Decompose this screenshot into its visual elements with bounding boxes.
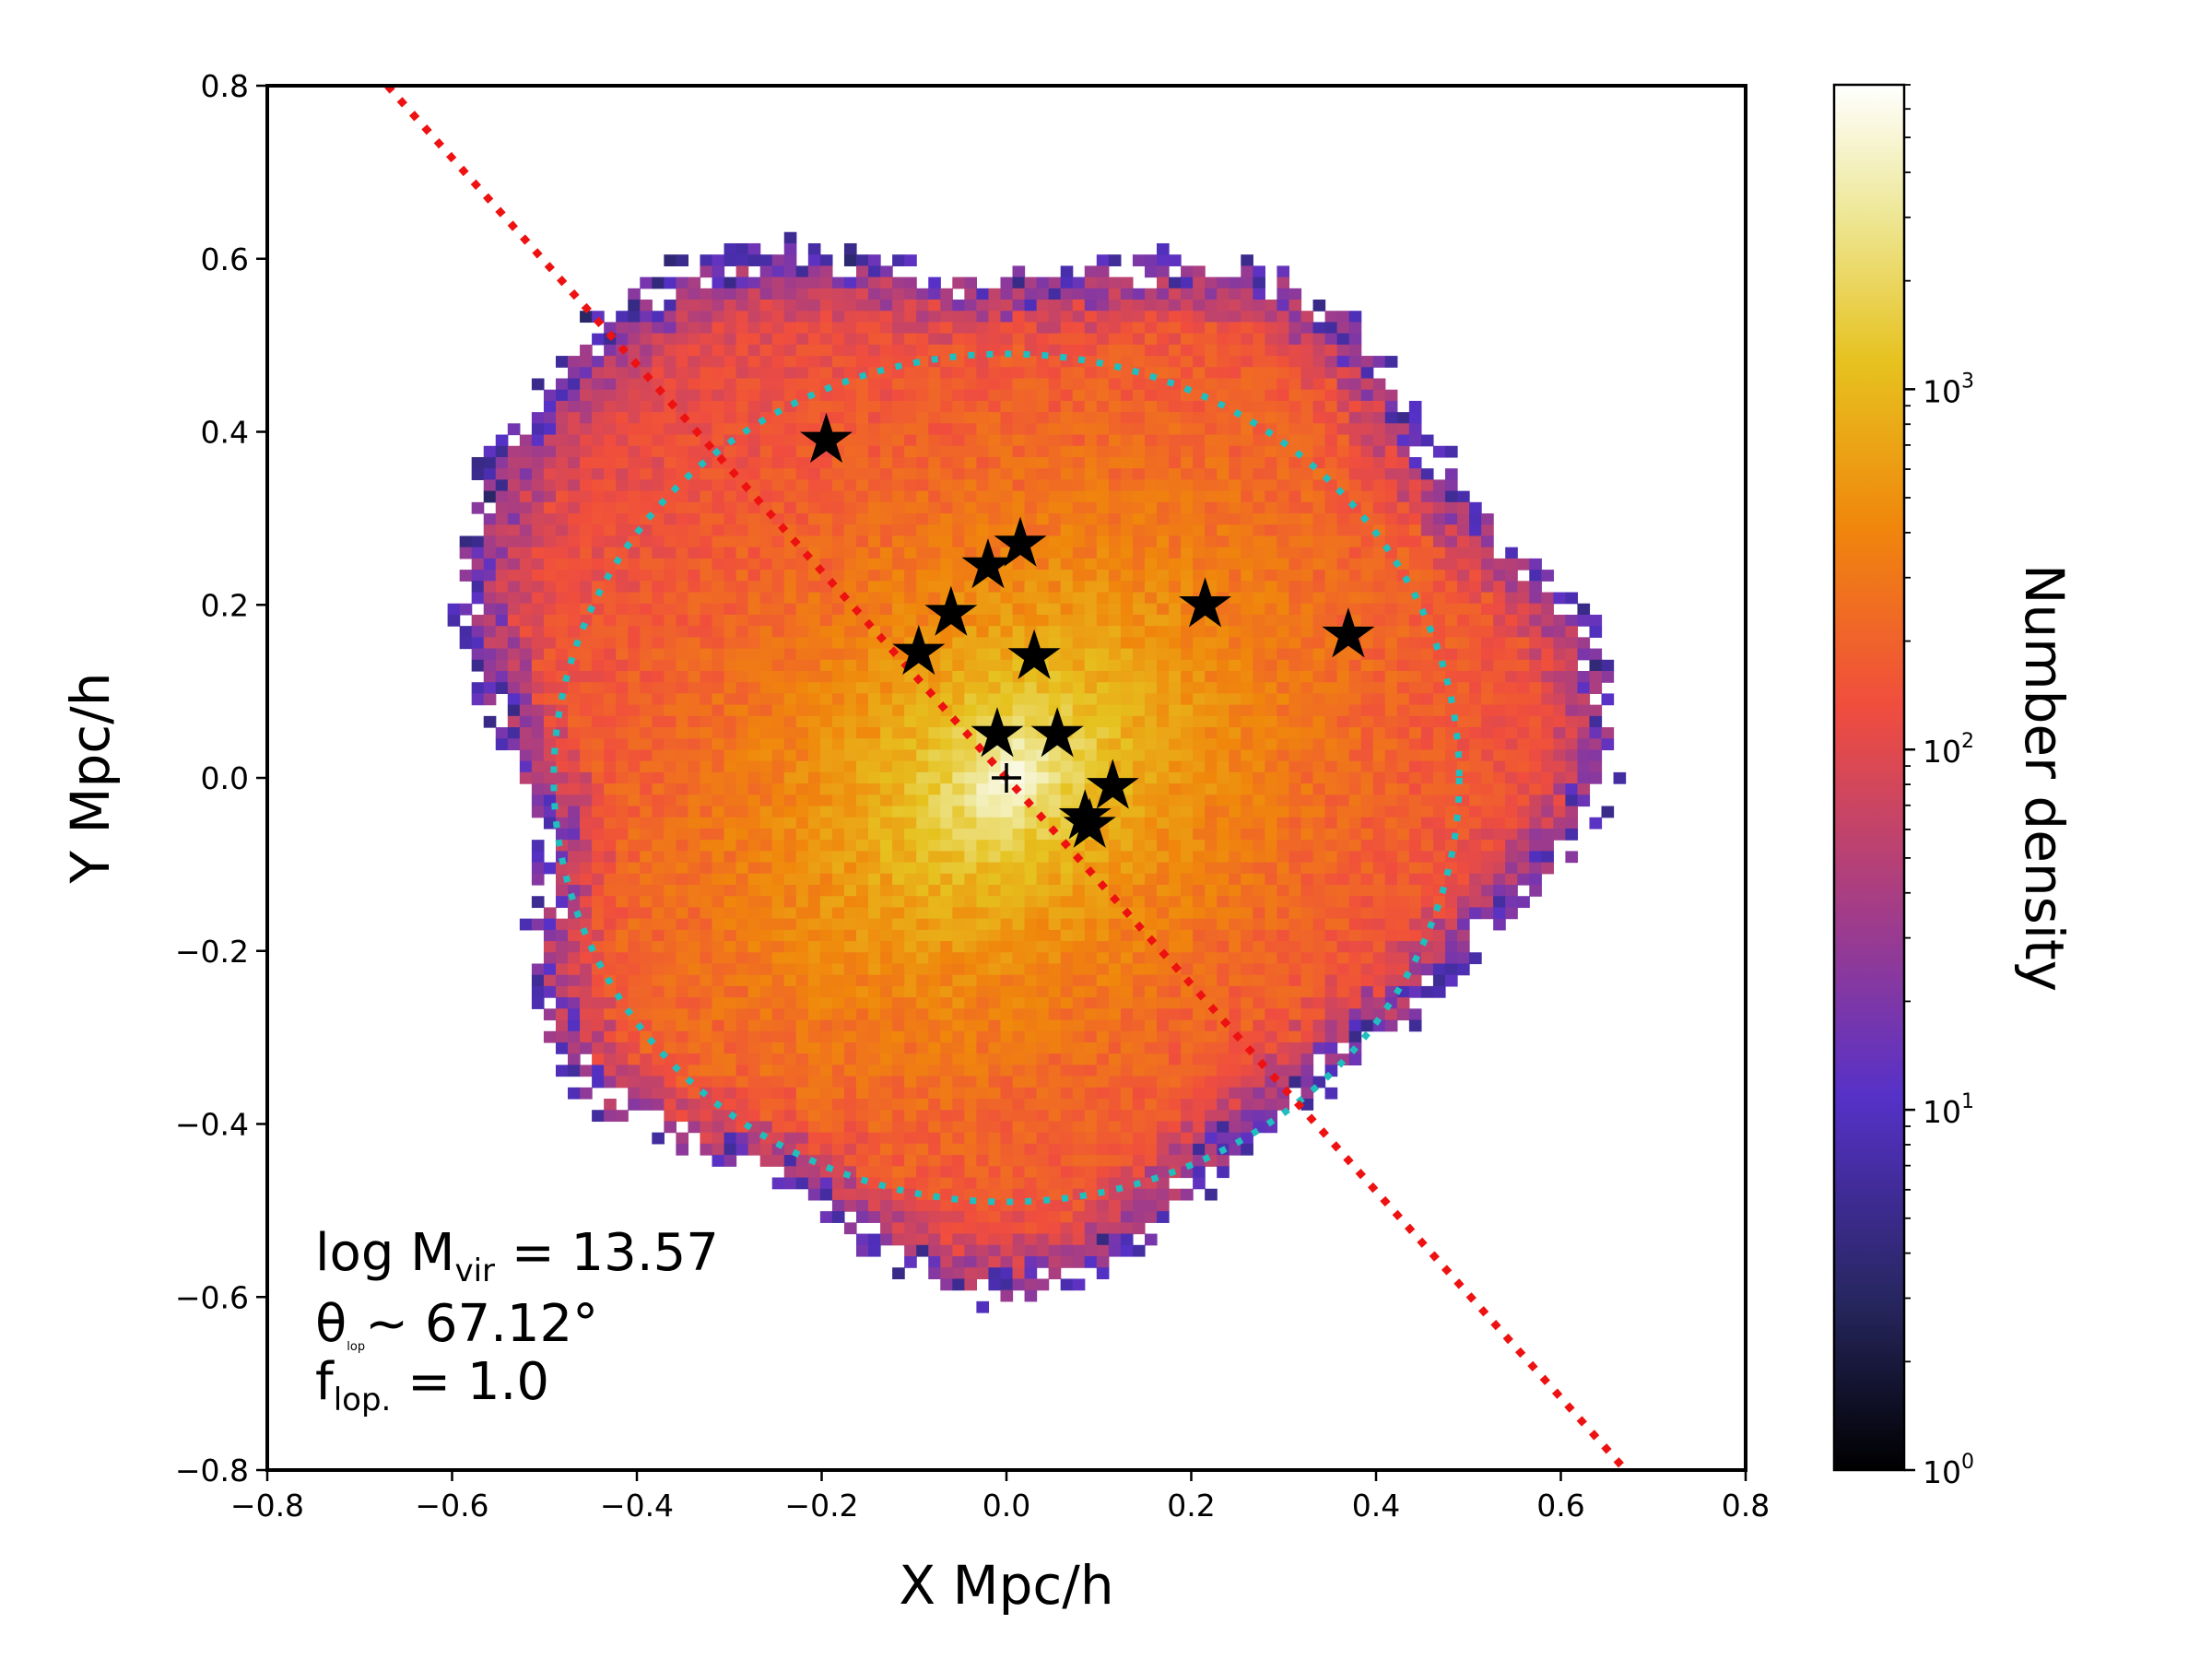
colorbar-tick-label: 102 bbox=[1923, 730, 1974, 770]
y-tick-label: −0.4 bbox=[175, 1107, 249, 1143]
colorbar-ticks: 100 101 102 103 bbox=[1904, 84, 1974, 1490]
plot-area bbox=[265, 84, 1747, 1472]
y-axis-title: Y Mpc/h bbox=[59, 673, 122, 885]
x-tick-label: 0.0 bbox=[982, 1488, 1030, 1524]
colorbar: 100 101 102 103 Number density bbox=[1832, 83, 2076, 1490]
x-tick-label: −0.6 bbox=[415, 1488, 488, 1524]
anno-theta-symbol: θ bbox=[315, 1294, 347, 1354]
colorbar-frame bbox=[1832, 83, 1906, 1472]
colorbar-tick-label: 103 bbox=[1923, 370, 1974, 409]
y-tick-label: 0.4 bbox=[201, 415, 249, 451]
anno-mvir-label: log M bbox=[315, 1223, 454, 1283]
density-heatmap bbox=[447, 231, 1627, 1313]
colorbar-gradient bbox=[1834, 85, 1904, 1470]
y-tick-label: −0.8 bbox=[175, 1453, 249, 1488]
anno-flop-sub: lop. bbox=[334, 1382, 392, 1418]
y-tick-label: 0.0 bbox=[201, 760, 249, 796]
x-axis-title: X Mpc/h bbox=[899, 1554, 1113, 1617]
x-axis: −0.8 −0.6 −0.4 −0.2 0.0 0.2 0.4 0.6 0.8 bbox=[230, 1470, 1770, 1524]
anno-mvir-value: = 13.57 bbox=[495, 1223, 719, 1283]
anno-flop-value: = 1.0 bbox=[391, 1352, 549, 1412]
x-tick-label: −0.2 bbox=[784, 1488, 858, 1524]
anno-theta-value: ~ 67.12° bbox=[365, 1294, 598, 1354]
anno-theta-sub: lop bbox=[347, 1340, 365, 1354]
y-tick-label: 0.2 bbox=[201, 587, 249, 623]
x-tick-label: −0.4 bbox=[600, 1488, 674, 1524]
x-tick-label: 0.4 bbox=[1352, 1488, 1400, 1524]
center-marker bbox=[992, 763, 1021, 793]
colorbar-tick-label: 101 bbox=[1923, 1090, 1974, 1130]
overlay-layer bbox=[384, 86, 1629, 1470]
colorbar-title: Number density bbox=[2013, 564, 2076, 992]
y-tick-label: −0.2 bbox=[175, 934, 249, 970]
y-tick-label: 0.8 bbox=[201, 68, 249, 104]
x-tick-label: 0.8 bbox=[1722, 1488, 1770, 1524]
colorbar-tick-label: 100 bbox=[1923, 1451, 1974, 1490]
anno-mvir-sub: vir bbox=[454, 1253, 495, 1289]
virial-radius-circle bbox=[550, 350, 1463, 1206]
x-tick-label: 0.2 bbox=[1167, 1488, 1215, 1524]
x-tick-label: −0.8 bbox=[230, 1488, 304, 1524]
y-axis: 0.8 0.6 0.4 0.2 0.0 −0.2 −0.4 −0.6 −0.8 bbox=[175, 68, 267, 1488]
y-tick-label: 0.6 bbox=[201, 241, 249, 277]
anno-flop-label: f bbox=[315, 1352, 335, 1412]
x-tick-label: 0.6 bbox=[1536, 1488, 1584, 1524]
y-tick-label: −0.6 bbox=[175, 1279, 249, 1315]
annotation-block: log Mvir = 13.57 θlop~ 67.12° flop. = 1.… bbox=[315, 1223, 719, 1418]
